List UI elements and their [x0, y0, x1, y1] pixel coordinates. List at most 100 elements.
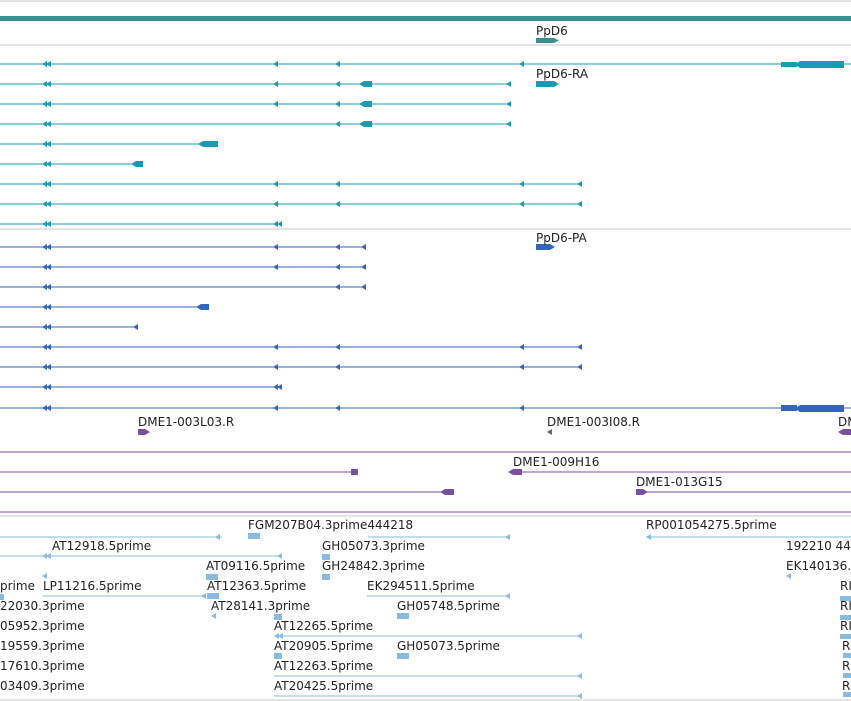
est-label[interactable]: FGM207B04.3prime444218 [248, 518, 414, 532]
strand-arrow-icon [273, 61, 278, 67]
est-label[interactable]: RI [840, 599, 851, 613]
est-label[interactable]: 192210 44 [786, 539, 851, 553]
strand-arrow-icon [335, 201, 340, 207]
exon-block[interactable] [840, 596, 851, 601]
exon-block[interactable] [536, 244, 555, 250]
clone-label[interactable]: DME1-003L03.R [138, 415, 235, 429]
exon-block[interactable] [131, 161, 143, 167]
est-label[interactable]: AT28141.3prime [211, 599, 311, 613]
strand-arrow-icon [273, 221, 278, 227]
exon-block[interactable] [206, 574, 218, 580]
strand-arrow-icon [273, 344, 278, 350]
strand-arrow-icon [46, 61, 51, 67]
est-label[interactable]: 19559.3prime [0, 639, 85, 653]
exon-block[interactable] [781, 405, 797, 411]
est-label[interactable]: 17610.3prime [0, 659, 85, 673]
exon-block[interactable] [536, 38, 559, 43]
exon-block[interactable] [138, 429, 150, 435]
exon-block[interactable] [795, 61, 844, 68]
exon-block[interactable] [274, 653, 282, 659]
strand-arrow-icon [335, 264, 340, 270]
est-label[interactable]: AT20905.5prime [274, 639, 374, 653]
exon-block[interactable] [795, 405, 844, 412]
exon-block[interactable] [843, 653, 851, 658]
exon-block[interactable] [0, 16, 851, 21]
est-label[interactable]: RP001054275.5prime [646, 518, 777, 532]
strand-arrow-icon [42, 405, 47, 411]
est-label[interactable]: EK294511.5prime [367, 579, 475, 593]
exon-block[interactable] [322, 554, 330, 560]
exon-block[interactable] [359, 81, 372, 87]
strand-arrow-icon [46, 101, 51, 107]
strand-arrow-icon [577, 693, 582, 699]
strand-arrow-icon [577, 344, 582, 350]
est-label[interactable]: EK140136. [786, 559, 851, 573]
est-label[interactable]: GH05748.5prime [397, 599, 500, 613]
exon-block[interactable] [840, 615, 851, 620]
exon-block[interactable] [636, 489, 648, 495]
est-label[interactable]: AT12363.5prime [207, 579, 307, 593]
strand-arrow-icon [46, 553, 51, 559]
strand-arrow-icon [335, 121, 340, 127]
est-label[interactable]: AT12263.5prime [274, 659, 374, 673]
est-label[interactable]: LP11216.5prime [43, 579, 142, 593]
est-label[interactable]: AT20425.5prime [274, 679, 374, 693]
exon-block[interactable] [781, 62, 797, 67]
est-label[interactable]: GH05073.3prime [322, 539, 425, 553]
est-label[interactable]: R [842, 679, 851, 693]
est-label[interactable]: 03409.3prime [0, 679, 85, 693]
est-label[interactable]: GH05073.5prime [397, 639, 500, 653]
est-label[interactable]: AT09116.5prime [206, 559, 306, 573]
est-label[interactable]: 05952.3prime [0, 619, 85, 633]
est-label[interactable]: R [842, 659, 851, 673]
exon-block[interactable] [359, 101, 372, 107]
exon-block[interactable] [359, 121, 372, 127]
est-label[interactable]: RI [840, 619, 851, 633]
exon-block[interactable] [274, 614, 282, 620]
exon-block[interactable] [397, 613, 409, 619]
exon-block[interactable] [248, 533, 260, 539]
strand-arrow-icon [506, 101, 511, 107]
transcript-ra-label[interactable]: PpD6-RA [536, 67, 589, 81]
transcript-pa-label[interactable]: PpD6-PA [536, 231, 587, 245]
clone-label[interactable]: DME1-009H16 [513, 455, 600, 469]
exon-block[interactable] [440, 489, 454, 495]
exon-block[interactable] [207, 593, 219, 599]
gene-label[interactable]: PpD6 [536, 24, 568, 38]
exon-block[interactable] [843, 692, 851, 697]
strand-arrow-icon [133, 324, 138, 330]
strand-arrow-icon [335, 181, 340, 187]
clone-label[interactable]: DME1-003I08.R [547, 415, 641, 429]
strand-arrow-icon [577, 181, 582, 187]
exon-block[interactable] [322, 574, 330, 580]
exon-block[interactable] [196, 304, 209, 310]
exon-block[interactable] [838, 429, 851, 435]
est-label[interactable]: R [842, 639, 851, 653]
clone-label[interactable]: DME1-013G15 [636, 475, 723, 489]
exon-block[interactable] [397, 653, 409, 659]
strand-arrow-icon [519, 364, 524, 370]
strand-arrow-icon [42, 161, 47, 167]
strand-arrow-icon [786, 573, 791, 579]
clone-label[interactable]: DM [838, 415, 851, 429]
strand-arrow-icon [211, 613, 216, 619]
strand-arrow-icon [42, 141, 47, 147]
exon-block[interactable] [536, 81, 559, 87]
est-label[interactable]: 22030.3prime [0, 599, 85, 613]
est-label[interactable]: AT12918.5prime [52, 539, 152, 553]
exon-block[interactable] [351, 469, 358, 475]
strand-arrow-icon [46, 284, 51, 290]
strand-arrow-icon [577, 364, 582, 370]
exon-block[interactable] [508, 469, 522, 475]
est-label[interactable]: GH24842.3prime [322, 559, 425, 573]
exon-block[interactable] [0, 594, 4, 600]
est-label[interactable]: prime [0, 579, 35, 593]
exon-block[interactable] [198, 141, 218, 147]
exon-block[interactable] [843, 673, 851, 678]
exon-block[interactable] [840, 634, 851, 639]
est-label[interactable]: RI [840, 579, 851, 593]
strand-arrow-icon [361, 284, 366, 290]
est-label[interactable]: AT12265.5prime [274, 619, 374, 633]
strand-arrow-icon [42, 201, 47, 207]
strand-arrow-icon [519, 181, 524, 187]
